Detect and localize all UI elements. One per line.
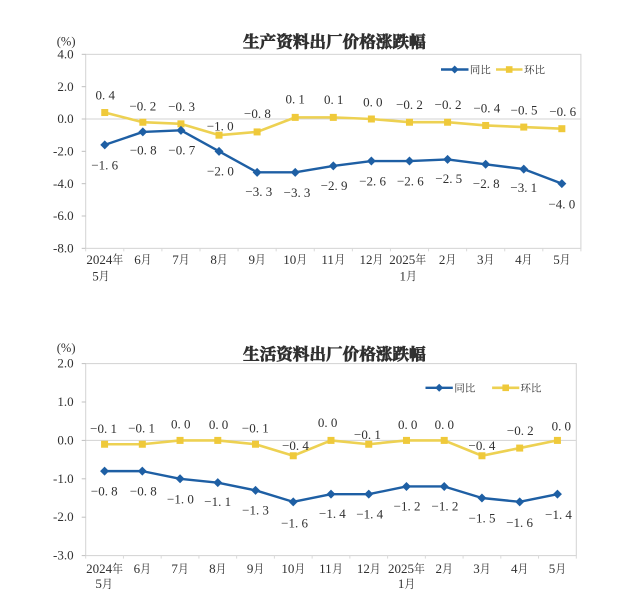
svg-text:−0.4: −0. 4	[473, 101, 500, 116]
svg-text:2025: 2025	[388, 561, 414, 576]
svg-text:0.1: 0. 1	[285, 92, 304, 107]
svg-text:0.0: 0.0	[318, 415, 337, 430]
svg-text:5: 5	[553, 252, 560, 267]
svg-text:−0.8: −0. 8	[244, 106, 271, 121]
svg-text:−1.4: −1. 4	[319, 506, 346, 521]
svg-text:−1.2: −1. 2	[394, 499, 421, 514]
svg-text:−0.2: −0. 2	[435, 97, 462, 112]
svg-text:7: 7	[172, 252, 179, 267]
svg-text:8: 8	[209, 561, 216, 576]
svg-text:−0.1: −0. 1	[354, 427, 381, 442]
svg-text:-6.0: -6.0	[53, 208, 74, 223]
svg-text:−0.7: −0. 7	[168, 143, 195, 158]
svg-text:9: 9	[248, 252, 255, 267]
svg-text:−1.0: −1. 0	[167, 492, 194, 507]
svg-text:2024: 2024	[86, 252, 113, 267]
svg-text:−1.0: −1. 0	[207, 119, 234, 134]
svg-text:−2.0: −2. 0	[207, 164, 234, 179]
svg-text:−3.3: −3. 3	[245, 184, 272, 199]
svg-text:3: 3	[473, 561, 480, 576]
svg-text:−1.3: −1. 3	[242, 502, 269, 517]
svg-text:1: 1	[398, 576, 405, 591]
svg-text:−1.5: −1. 5	[469, 511, 496, 526]
svg-text:−1.1: −1. 1	[204, 494, 231, 509]
svg-text:−2.8: −2. 8	[473, 176, 500, 191]
svg-text:−1.4: −1. 4	[356, 506, 383, 521]
svg-text:−0.2: −0. 2	[129, 99, 156, 114]
svg-text:0.0: 0.0	[363, 94, 382, 109]
svg-text:2.0: 2.0	[57, 356, 73, 371]
svg-text:−4.0: −4. 0	[548, 197, 575, 212]
svg-text:12: 12	[359, 252, 372, 267]
svg-text:0.4: 0. 4	[96, 88, 116, 103]
svg-text:−0.3: −0. 3	[168, 99, 195, 114]
svg-text:−2.6: −2. 6	[397, 173, 424, 188]
svg-text:0.0: 0.0	[57, 111, 73, 126]
svg-text:−1.4: −1. 4	[545, 507, 572, 522]
svg-text:0.0: 0.0	[398, 417, 417, 432]
svg-text:1: 1	[400, 268, 407, 283]
svg-text:0.1: 0. 1	[324, 92, 343, 107]
svg-text:−0.1: −0. 1	[242, 421, 269, 436]
svg-text:2: 2	[436, 561, 443, 576]
svg-text:6: 6	[134, 252, 141, 267]
svg-text:0.0: 0.0	[57, 432, 73, 447]
svg-text:−0.6: −0. 6	[549, 104, 576, 119]
svg-text:0.0: 0.0	[435, 417, 454, 432]
svg-text:-2.0: -2.0	[53, 143, 74, 158]
svg-text:3: 3	[477, 252, 484, 267]
svg-text:9: 9	[247, 561, 254, 576]
svg-text:2024: 2024	[86, 561, 113, 576]
svg-text:8: 8	[210, 252, 217, 267]
svg-text:−1.2: −1. 2	[432, 499, 459, 514]
svg-text:10: 10	[281, 561, 294, 576]
svg-text:-8.0: -8.0	[53, 240, 74, 255]
svg-text:−2.9: −2. 9	[321, 178, 348, 193]
svg-text:2025: 2025	[389, 252, 415, 267]
svg-text:5: 5	[549, 561, 556, 576]
svg-text:−0.1: −0. 1	[128, 421, 155, 436]
svg-text:7: 7	[171, 561, 178, 576]
svg-text:4: 4	[511, 561, 518, 576]
svg-text:−0.4: −0. 4	[469, 438, 496, 453]
svg-text:-1.0: -1.0	[53, 471, 74, 486]
svg-text:−2.5: −2. 5	[435, 171, 462, 186]
svg-text:5: 5	[92, 268, 99, 283]
svg-text:11: 11	[321, 252, 334, 267]
svg-text:−0.2: −0. 2	[396, 97, 423, 112]
svg-text:-2.0: -2.0	[53, 509, 74, 524]
svg-text:−0.8: −0. 8	[130, 484, 157, 499]
svg-text:−0.8: −0. 8	[91, 484, 118, 499]
svg-text:(%): (%)	[57, 34, 76, 48]
svg-text:−3.1: −3. 1	[510, 180, 537, 195]
svg-text:−3.3: −3. 3	[284, 185, 311, 200]
svg-text:10: 10	[283, 252, 296, 267]
svg-text:−1.6: −1. 6	[281, 515, 308, 530]
svg-text:−0.8: −0. 8	[130, 143, 157, 158]
svg-text:0.0: 0.0	[552, 418, 571, 433]
svg-text:1.0: 1.0	[57, 394, 73, 409]
svg-text:-3.0: -3.0	[53, 548, 74, 563]
svg-text:6: 6	[134, 561, 141, 576]
svg-text:−0.2: −0. 2	[507, 423, 534, 438]
svg-text:0.0: 0.0	[209, 417, 228, 432]
svg-text:2.0: 2.0	[57, 79, 73, 94]
svg-text:4: 4	[515, 252, 522, 267]
svg-text:−1.6: −1. 6	[506, 515, 533, 530]
svg-text:−0.1: −0. 1	[90, 421, 117, 436]
svg-text:4.0: 4.0	[57, 46, 73, 61]
svg-text:11: 11	[319, 561, 332, 576]
svg-text:−0.4: −0. 4	[282, 438, 309, 453]
svg-text:−1.6: −1. 6	[91, 157, 118, 172]
svg-text:2: 2	[439, 252, 446, 267]
svg-text:0.0: 0.0	[171, 417, 190, 432]
svg-text:-4.0: -4.0	[53, 176, 74, 191]
svg-text:−0.5: −0. 5	[511, 103, 538, 118]
svg-text:−2.6: −2. 6	[359, 173, 386, 188]
svg-text:5: 5	[95, 576, 102, 591]
svg-text:12: 12	[357, 561, 370, 576]
svg-text:(%): (%)	[57, 341, 76, 355]
